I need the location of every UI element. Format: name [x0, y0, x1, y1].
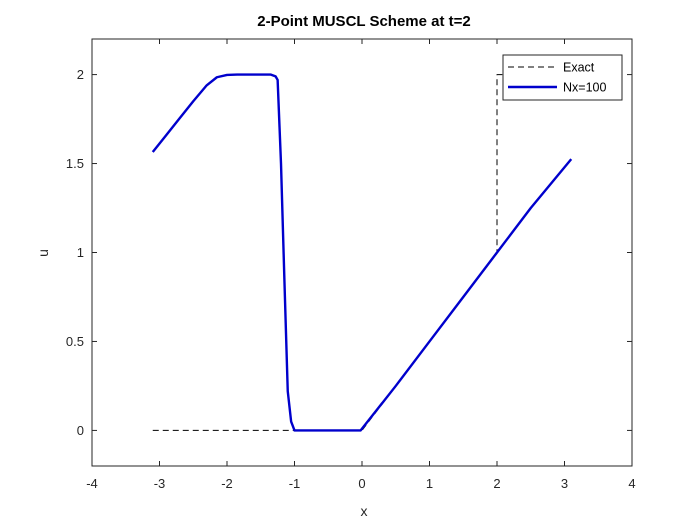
chart-title: 2-Point MUSCL Scheme at t=2 [257, 13, 471, 30]
y-tick-label: 1.5 [66, 156, 84, 171]
y-tick-label: 0 [77, 423, 84, 438]
y-tick-label: 2 [77, 67, 84, 82]
x-tick-label: 4 [628, 476, 635, 491]
x-tick-label: -2 [221, 476, 233, 491]
x-tick-label: 1 [426, 476, 433, 491]
y-tick-label: 0.5 [66, 334, 84, 349]
x-tick-label: 0 [358, 476, 365, 491]
axis-ticks: -4 -3 -2 -1 0 1 2 3 4 0 0.5 1 1.5 2 [66, 39, 636, 491]
y-axis-label: u [35, 249, 51, 257]
x-tick-label: 3 [561, 476, 568, 491]
x-axis-label: x [361, 503, 368, 519]
x-tick-label: -3 [154, 476, 166, 491]
legend-box [502, 54, 623, 101]
legend-label-nx100: Nx=100 [563, 81, 606, 95]
legend: Exact Nx=100 [502, 54, 623, 101]
y-tick-label: 1 [77, 245, 84, 260]
x-tick-label: -4 [86, 476, 98, 491]
x-tick-label: -1 [289, 476, 301, 491]
series-line-1 [151, 73, 573, 432]
legend-label-exact: Exact [563, 61, 595, 75]
x-tick-label: 2 [493, 476, 500, 491]
